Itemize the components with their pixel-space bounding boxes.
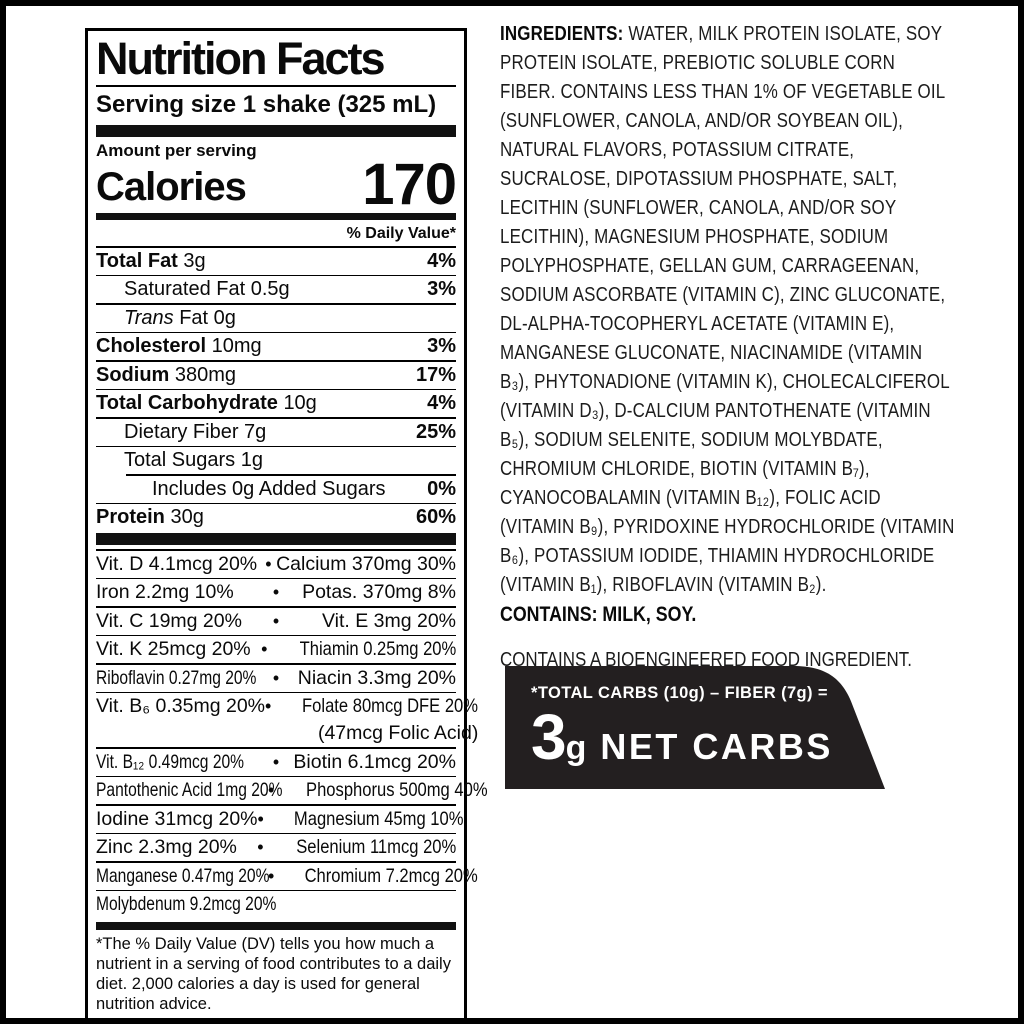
nutrient-row: Dietary Fiber 7g 25%: [96, 417, 456, 446]
bullet-separator: •: [257, 837, 264, 857]
micronutrient-row: Zinc 2.3mg 20% • Selenium 11mcg 20%: [96, 832, 456, 862]
nutrient-row: Saturated Fat 0.5g 3%: [96, 274, 456, 304]
daily-value: 60%: [415, 506, 456, 528]
bullet-separator: •: [265, 696, 272, 716]
daily-value: 3%: [427, 335, 456, 357]
bullet-separator: •: [272, 610, 280, 631]
calories-label: Calories: [96, 165, 247, 209]
bullet-separator: •: [268, 865, 275, 886]
bullet-separator: •: [257, 808, 264, 829]
micronutrient-row: Iodine 31mcg 20% • Magnesium 45mg 10%: [96, 804, 463, 833]
bullet-separator: •: [272, 751, 280, 772]
daily-value-header: % Daily Value*: [346, 225, 456, 242]
micronutrient-row: Molybdenum 9.2mcg 20%: [96, 889, 456, 919]
medium-divider: [96, 922, 456, 930]
daily-value: 4%: [427, 249, 456, 272]
calories-row: Calories 170: [96, 152, 457, 217]
thick-divider: [96, 533, 456, 545]
micronutrient-row: Vit. C 19mg 20% • Vit. E 3mg 20%: [96, 606, 456, 635]
nutrition-facts-panel: Nutrition Facts Serving size 1 shake (32…: [85, 28, 488, 1024]
panel-title: Nutrition Facts: [96, 33, 386, 84]
net-carbs-value: 3: [531, 701, 567, 773]
micronutrient-row: Iron 2.2mg 10% • Potas. 370mg 8%: [96, 577, 456, 607]
serving-size: Serving size 1 shake (325 mL): [96, 91, 437, 118]
medium-divider: [96, 213, 456, 220]
net-carbs-formula: *TOTAL CARBS (10g) – FIBER (7g) =: [531, 684, 828, 702]
ingredients-paragraph: INGREDIENTS: WATER, MILK PROTEIN ISOLATE…: [500, 23, 955, 596]
nutrient-row: Sodium 380mg 17%: [96, 360, 456, 389]
micronutrient-row: Vit. B₆ 0.35mg 20% • Folate 80mcg DFE 20…: [96, 691, 478, 748]
daily-value: 4%: [427, 392, 456, 414]
amount-per-serving-label: Amount per serving: [96, 141, 257, 160]
bullet-separator: •: [265, 553, 272, 574]
daily-value: 3%: [427, 278, 456, 300]
nutrient-row: Total Fat 3g 4%: [96, 246, 456, 275]
bullet-separator: •: [268, 780, 275, 800]
daily-value: 25%: [415, 420, 456, 443]
callout-shape: [505, 666, 885, 789]
allergen-statement: CONTAINS: MILK, SOY.: [500, 603, 697, 626]
net-carbs-label: NET CARBS: [600, 726, 833, 767]
bullet-separator: •: [272, 582, 280, 602]
micronutrient-row: Vit. K 25mcg 20% • Thiamin 0.25mg 20%: [96, 634, 456, 664]
micronutrient-row: Vit. B₁₂ 0.49mcg 20% • Biotin 6.1mcg 20%: [96, 747, 456, 776]
net-carbs-unit: g: [565, 729, 587, 767]
micronutrient-row: Vit. D 4.1mcg 20% • Calcium 370mg 30%: [96, 549, 456, 578]
divider: [96, 85, 456, 87]
bullet-separator: •: [272, 667, 280, 688]
calories-value: 170: [362, 152, 457, 217]
ingredients-section: INGREDIENTS: WATER, MILK PROTEIN ISOLATE…: [500, 20, 955, 674]
bioengineered-statement: CONTAINS A BIOENGINEERED FOOD INGREDIENT…: [500, 649, 912, 671]
daily-value-footnote: *The % Daily Value (DV) tells you how mu…: [96, 935, 451, 1013]
micronutrient-row: Manganese 0.47mg 20% • Chromium 7.2mcg 2…: [96, 861, 478, 890]
nutrient-row: Includes 0g Added Sugars 0%: [96, 474, 456, 503]
ingredients-label: INGREDIENTS:: [500, 23, 624, 45]
thick-divider: [96, 125, 456, 137]
bullet-separator: •: [261, 639, 268, 659]
micronutrient-row: Riboflavin 0.27mg 20% • Niacin 3.3mg 20%: [96, 663, 456, 692]
daily-value: 0%: [427, 477, 456, 500]
nutrient-row: Trans Fat 0g: [96, 303, 456, 332]
nutrient-row: Total Carbohydrate 10g 4%: [96, 388, 456, 418]
nutrient-row: Total Sugars 1g: [96, 445, 456, 475]
micronutrient-row: Pantothenic Acid 1mg 20% • Phosphorus 50…: [96, 775, 488, 805]
nutrient-row: Protein 30g 60%: [96, 502, 456, 532]
nutrient-row: Cholesterol 10mg 3%: [96, 331, 456, 361]
daily-value: 17%: [415, 363, 456, 386]
